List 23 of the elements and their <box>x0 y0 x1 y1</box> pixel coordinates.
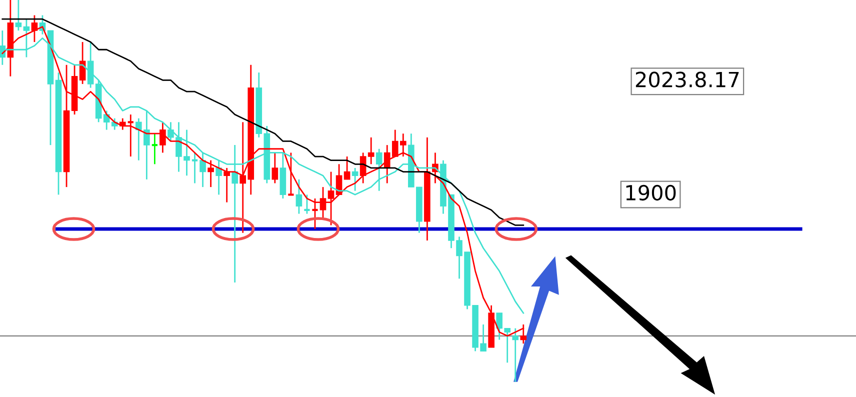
text: 1900 <box>626 184 676 201</box>
candlestick <box>208 160 214 188</box>
candlestick <box>232 144 238 284</box>
candlestick <box>344 156 350 180</box>
candlestick <box>296 178 302 214</box>
candlestick <box>126 114 134 158</box>
candlestick <box>15 0 22 32</box>
candlestick <box>87 41 94 88</box>
candlestick <box>352 167 358 192</box>
candlestick <box>190 152 199 184</box>
candlestick <box>160 121 166 154</box>
candlestick <box>200 152 206 188</box>
candlestick <box>368 136 374 165</box>
candlestick <box>287 152 295 196</box>
candlestick <box>150 132 159 165</box>
candlestick <box>311 198 319 230</box>
candlestick <box>272 152 278 184</box>
text: 2023.8.17 <box>636 72 739 88</box>
candlestick <box>512 328 519 382</box>
candlestick <box>376 148 382 192</box>
candlestick <box>216 160 222 196</box>
candlestick <box>303 194 311 214</box>
candlestick <box>328 171 334 226</box>
